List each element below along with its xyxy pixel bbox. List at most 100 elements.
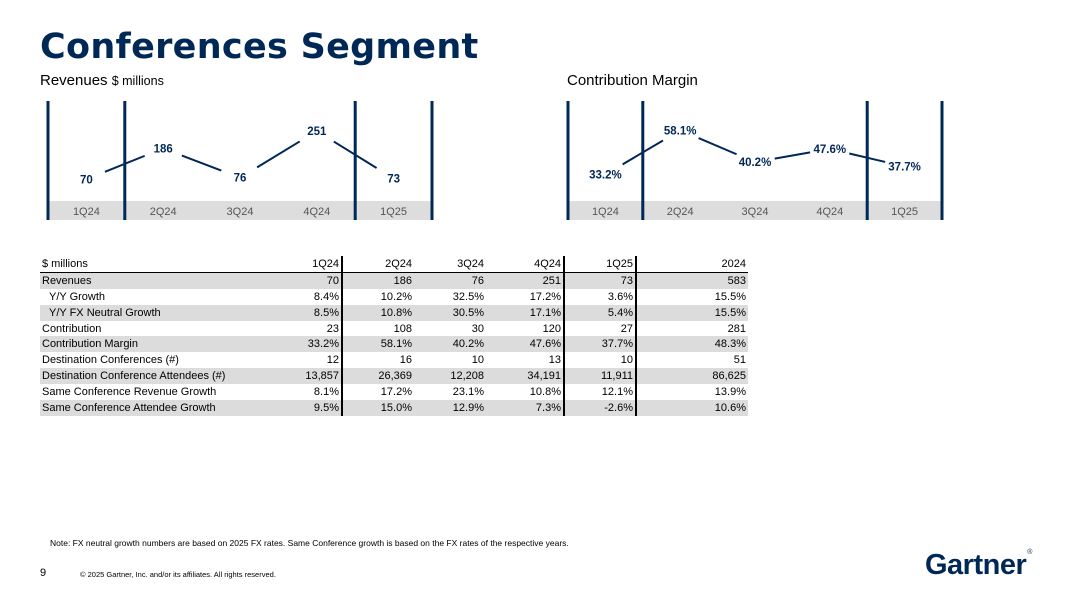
gartner-logo: Gartner® <box>925 549 1032 582</box>
table-row-label: Destination Conferences (#) <box>42 354 179 367</box>
table-header-cell: 2024 <box>636 256 748 273</box>
table-row: Destination Conference Attendees (#) 13,8… <box>40 368 748 385</box>
table-cell: 108 <box>393 322 412 335</box>
table-cell: 12 <box>270 352 343 369</box>
series-line-segment <box>774 151 811 160</box>
table-row: Revenues 70 186 76 251 73 583 <box>40 272 748 289</box>
data-label: 47.6% <box>813 144 846 156</box>
axis-band <box>568 201 942 220</box>
table-cell: 76 <box>414 272 486 289</box>
table-cell: 8.5% <box>270 304 343 321</box>
series-line-segment <box>622 139 664 166</box>
data-label: 37.7% <box>888 162 921 174</box>
revenues-chart-title: Revenues <box>40 72 108 89</box>
revenues-chart: 1Q24 2Q24 3Q24 4Q24 1Q25 70 186 76 251 73 <box>46 101 434 220</box>
contribution-margin-chart: 1Q24 2Q24 3Q24 4Q24 1Q25 33.2% 58.1% 40.2% 47.6%… <box>566 101 944 220</box>
table-cell: 15.0% <box>342 400 414 416</box>
conferences-data-table: $ millions 1Q24 2Q24 3Q24 4Q24 1Q25 2024… <box>40 256 748 416</box>
table-cell: 48.3% <box>636 336 748 353</box>
data-label: 70 <box>80 174 93 186</box>
table-cell: 17.1% <box>486 304 565 321</box>
table-cell: 73 <box>564 272 637 289</box>
table-cell: 10.6% <box>636 400 748 416</box>
table-row-label: Revenues <box>40 272 270 289</box>
table-cell: -2.6% <box>564 400 637 416</box>
x-tick-label: 4Q24 <box>816 206 843 218</box>
axis-band <box>48 201 432 220</box>
data-label: 76 <box>234 173 247 185</box>
table-cell: 15.5% <box>636 304 748 321</box>
page-number: 9 <box>40 567 47 579</box>
revenues-chart-label: Revenues $ millions <box>40 72 164 89</box>
series-line-segment <box>104 154 146 173</box>
table-row-label: Y/Y Growth <box>49 290 106 303</box>
table-row-label: Same Conference Attendee Growth <box>40 400 270 416</box>
x-tick-label: 1Q24 <box>592 206 619 218</box>
table-header-cell: 4Q24 <box>486 256 565 273</box>
table-header-cell: 1Q24 <box>270 256 343 273</box>
margin-chart-label: Contribution Margin <box>567 72 698 89</box>
table-cell: 12.9% <box>414 400 486 416</box>
data-label: 251 <box>307 126 327 138</box>
table-cell: 47.6% <box>486 336 565 353</box>
table-cell: 13,857 <box>270 368 343 385</box>
table-row-label: Contribution Margin <box>40 336 270 353</box>
table-cell: 10.8% <box>486 384 565 401</box>
series-line-segment <box>256 140 301 169</box>
table-cell: 23 <box>270 320 343 337</box>
table-cell: 51 <box>733 354 746 367</box>
table-cell: 12,208 <box>414 368 486 385</box>
x-tick-label: 3Q24 <box>742 206 769 218</box>
table-row: Y/Y Growth 8.4% 10.2% 32.5% 17.2% 3.6% 15.5% <box>40 288 748 305</box>
table-cell: 37.7% <box>564 336 637 353</box>
table-cell: 5.4% <box>564 304 637 321</box>
table-header-cell: 3Q24 <box>414 256 486 273</box>
table-cell: 10 <box>471 354 484 367</box>
table-row-label: Y/Y FX Neutral Growth <box>40 304 270 321</box>
series-line-segment <box>333 140 378 169</box>
data-label: 58.1% <box>664 125 697 137</box>
table-row: Destination Conferences (#) 12 16 10 13 10 51 <box>40 352 748 369</box>
logo-text: Gartner <box>925 549 1027 581</box>
series-line-segment <box>698 137 737 156</box>
table-row-label: Same Conference Revenue Growth <box>42 386 217 399</box>
table-cell: 13.9% <box>714 386 746 399</box>
table-header-cell: 1Q25 <box>564 256 637 273</box>
table-cell: 8.4% <box>270 288 343 305</box>
x-tick-label: 1Q24 <box>73 206 100 218</box>
x-tick-label: 3Q24 <box>227 206 254 218</box>
table-row: Same Conference Revenue Growth 8.1% 17.2% 2… <box>40 384 748 401</box>
table-cell: 7.3% <box>486 400 565 416</box>
table-cell: 281 <box>727 322 746 335</box>
table-cell: 3.6% <box>564 288 637 305</box>
page-title: Conferences Segment <box>40 27 479 67</box>
x-tick-label: 1Q25 <box>891 206 918 218</box>
data-label: 33.2% <box>589 170 622 182</box>
table-header-cell: $ millions <box>40 256 270 273</box>
table-cell: 86,625 <box>636 368 748 385</box>
table-cell: 10.2% <box>380 290 412 303</box>
table-cell: 10 <box>564 352 637 369</box>
table-cell: 33.2% <box>270 336 343 353</box>
table-cell: 58.1% <box>342 336 414 353</box>
data-label: 73 <box>387 174 400 186</box>
table-cell: 34,191 <box>486 368 565 385</box>
table-cell: 12.1% <box>564 384 637 401</box>
series-line-segment <box>849 152 886 163</box>
data-label: 186 <box>154 143 173 155</box>
table-cell: 186 <box>342 272 414 289</box>
table-row-label: Contribution <box>42 322 102 335</box>
table-cell: 17.2% <box>486 288 565 305</box>
data-label: 40.2% <box>739 157 772 169</box>
table-row: Contribution Margin 33.2% 58.1% 40.2% 47.6% 3… <box>40 336 748 353</box>
x-tick-label: 2Q24 <box>150 206 177 218</box>
table-cell: 15.5% <box>714 290 746 303</box>
x-tick-label: 2Q24 <box>667 206 694 218</box>
table-cell: 16 <box>399 354 412 367</box>
table-row: Contribution 23 108 30 120 27 281 <box>40 320 748 337</box>
margin-chart-title: Contribution Margin <box>567 72 698 89</box>
table-cell: 120 <box>486 320 565 337</box>
table-cell: 30 <box>471 322 484 335</box>
table-cell: 27 <box>564 320 637 337</box>
table-cell: 8.1% <box>270 384 343 401</box>
